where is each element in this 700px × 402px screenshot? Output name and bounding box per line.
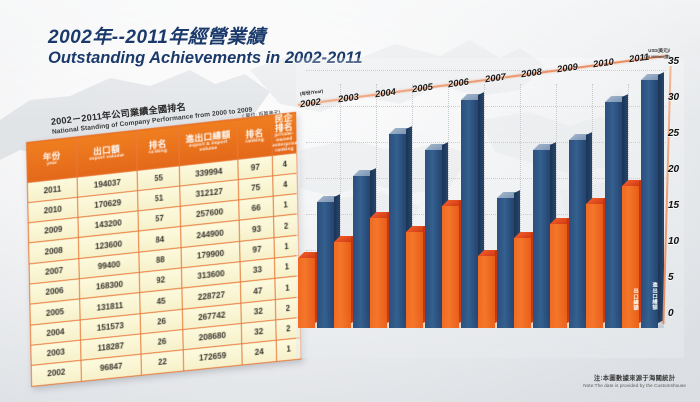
- gridline-vertical: [556, 84, 557, 328]
- bar-export-2009: [550, 216, 574, 328]
- bar-export-2004: [370, 210, 394, 328]
- y-tick-25: 25: [668, 128, 680, 139]
- bar-export-2006: [442, 198, 466, 328]
- bar-total-2007: [497, 190, 521, 328]
- gridline-horizontal: [306, 214, 666, 215]
- bar-total-2006: [461, 92, 485, 328]
- column-header-total-volume: 進出口總額 export & import volume: [178, 118, 238, 166]
- y-tick-30: 30: [668, 92, 680, 103]
- bar-front-face: [353, 176, 370, 328]
- cell-total-rank: 24: [241, 340, 277, 365]
- bar-front-face: [622, 186, 639, 328]
- y-tick-10: 10: [668, 236, 680, 247]
- cell-private-rank: 1: [273, 193, 298, 217]
- bar-front-face: [298, 258, 315, 328]
- bar-export-2010: [586, 196, 610, 328]
- source-note-cn: 注:本圖數據來源于海關統計: [593, 375, 676, 382]
- bar-front-face: [605, 102, 622, 328]
- legend-label-export: 出口總額: [632, 287, 638, 310]
- gridline-vertical: [340, 84, 341, 328]
- cell-private-rank: 2: [273, 214, 299, 238]
- bar-front-face: [389, 134, 406, 328]
- gridline-vertical: [484, 84, 485, 328]
- y-tick-5: 5: [668, 272, 674, 283]
- ranking-table: 年份 year 出口額 export volume 排名 ranking 進出口…: [26, 111, 302, 387]
- y-axis-unit-cn: USD(美元)/: [648, 48, 670, 53]
- bar-export-2008: [514, 230, 538, 328]
- bar-front-face: [425, 150, 442, 328]
- bar-export-2011: 出口總額: [622, 178, 646, 328]
- page-title: 2002年--2011年經營業績 Outstanding Achievement…: [48, 28, 378, 68]
- ranking-table-block: 2002－2011年公司業績全國排名 National Standing of …: [26, 102, 302, 387]
- bar-total-2010: [605, 94, 629, 328]
- column-header-export-ranking: 排名 ranking: [136, 125, 180, 171]
- y-axis-unit-label: USD(美元)/ 100 Million(億): [618, 48, 670, 60]
- bar-front-face: [533, 150, 550, 328]
- gridline-vertical: [412, 84, 413, 328]
- bar-front-face: [569, 140, 586, 328]
- bar-export-2002: [298, 250, 322, 328]
- page-title-en: Outstanding Achievements in 2002-2011: [48, 48, 363, 67]
- column-header-export-volume: 出口額 export volume: [76, 130, 138, 177]
- y-tick-20: 20: [668, 164, 680, 175]
- ranking-table-perspective-wrapper: 年份 year 出口額 export volume 排名 ranking 進出口…: [26, 111, 302, 387]
- bar-front-face: [317, 202, 334, 328]
- bar-total-2011: 進出口總額: [641, 72, 665, 328]
- cell-private-rank: 4: [272, 173, 298, 197]
- source-note: 注:本圖數據來源于海關統計 Note:The date is provided …: [583, 373, 686, 388]
- y-tick-35: 35: [668, 56, 680, 67]
- bar-front-face: [641, 80, 658, 328]
- bar-total-2004: [389, 126, 413, 328]
- source-note-en: Note:The date is provided by the Customs…: [583, 383, 686, 388]
- y-tick-0: 0: [668, 308, 674, 319]
- bar-front-face: [514, 238, 531, 328]
- bar-front-face: [334, 242, 351, 328]
- column-header-year: 年份 year: [26, 136, 78, 183]
- bar-front-face: [497, 198, 514, 328]
- bar-export-2003: [334, 234, 358, 328]
- bar-total-2002: [317, 194, 341, 328]
- bar-front-face: [406, 232, 423, 328]
- column-header-private-ranking: 民企排名 private-owned enterprise ranking: [271, 112, 298, 156]
- bar-total-2008: [533, 142, 557, 328]
- bar-total-2005: [425, 142, 449, 328]
- bar-chart: (年份/Year) 2002 2003 2004 2005 2006 2007 …: [296, 48, 684, 358]
- bar-front-face: [550, 224, 567, 328]
- y-axis-unit-en: 100 Million(億): [643, 54, 670, 59]
- cell-private-rank: 4: [272, 152, 298, 176]
- gridline-horizontal: [306, 106, 666, 107]
- gridline-vertical: [520, 84, 521, 328]
- bar-front-face: [461, 100, 478, 328]
- ranking-table-body: 2011 194037 55 339994 97 4 2010 170629 5…: [27, 152, 302, 387]
- page-title-cn: 2002年--2011年經營業績: [48, 27, 266, 48]
- cell-export-rank: 22: [141, 350, 184, 375]
- cell-year: 2002: [31, 360, 82, 387]
- y-tick-15: 15: [668, 200, 680, 211]
- column-header-total-ranking: 排名 ranking: [236, 114, 273, 159]
- gridline-horizontal: [306, 178, 666, 179]
- bar-export-2005: [406, 224, 430, 328]
- bar-front-face: [370, 218, 387, 328]
- gridline-horizontal: [306, 70, 666, 71]
- bar-front-face: [478, 256, 495, 328]
- bar-export-2007: [478, 248, 502, 328]
- gridline-horizontal: [306, 142, 666, 143]
- bar-reflection: [641, 312, 664, 328]
- bar-front-face: [442, 206, 459, 328]
- legend-label-total: 進出口總額: [651, 282, 657, 310]
- bar-total-2009: [569, 132, 593, 328]
- bar-total-2003: [353, 168, 377, 328]
- bar-front-face: [586, 204, 603, 328]
- gridline-vertical: [376, 84, 377, 328]
